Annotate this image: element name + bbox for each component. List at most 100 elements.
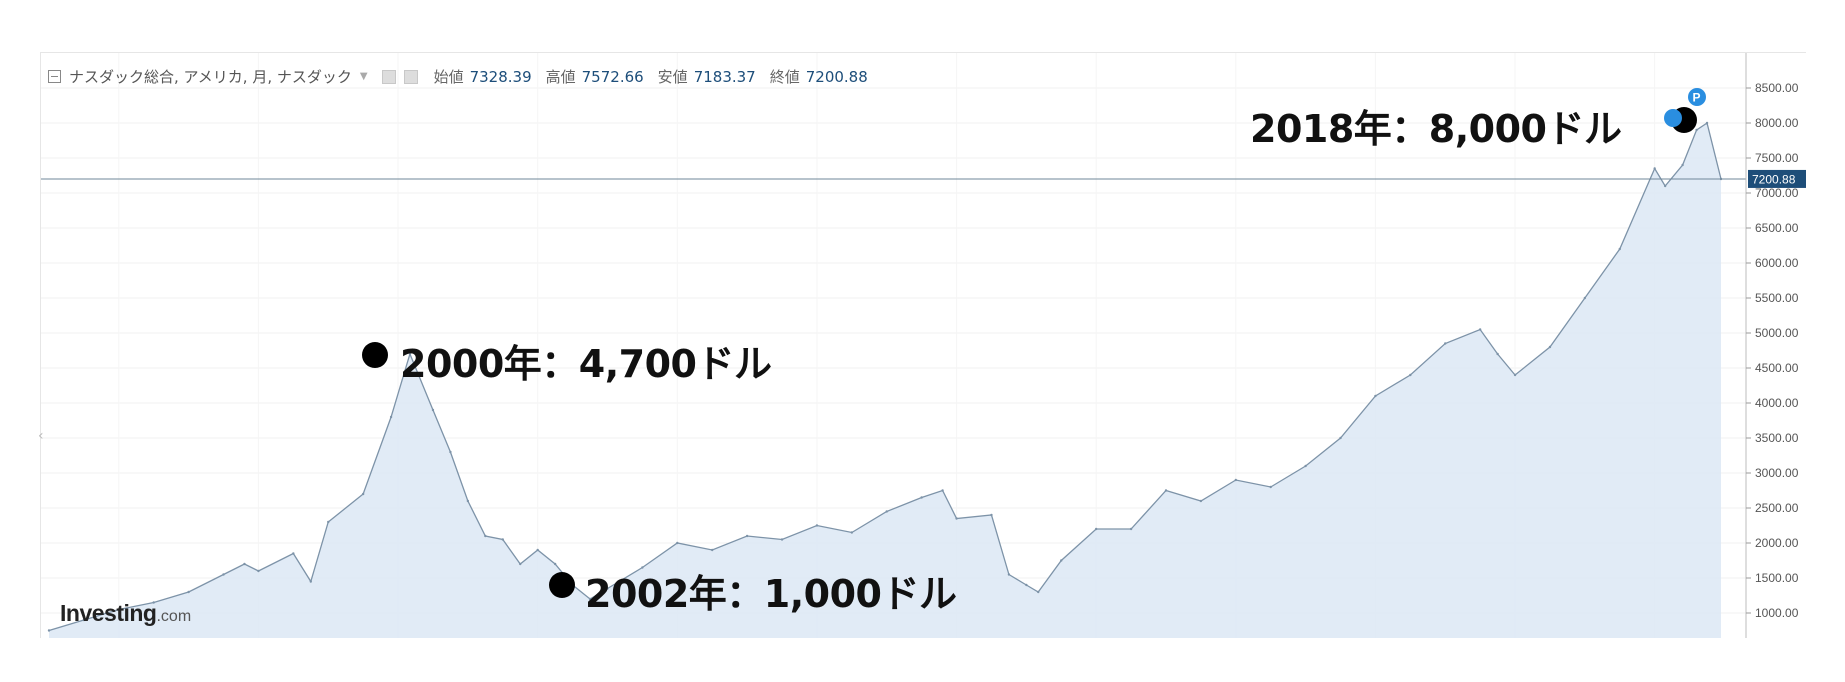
y-tick-label: 4500.00 (1755, 361, 1799, 375)
data-point (309, 580, 312, 583)
collapse-handle-icon[interactable]: ‹ (38, 428, 44, 444)
data-point (47, 629, 51, 632)
data-point (466, 499, 470, 503)
open-value: 7328.39 (469, 67, 532, 86)
p-badge-letter: P (1693, 91, 1701, 105)
data-point (850, 531, 854, 534)
visibility-icon[interactable] (381, 69, 396, 84)
data-point (1060, 559, 1063, 562)
y-tick-label: 2000.00 (1755, 536, 1799, 550)
data-point (1478, 328, 1482, 331)
data-point (1339, 436, 1342, 440)
data-point (117, 608, 121, 611)
y-tick-label: 1500.00 (1755, 571, 1799, 585)
logo-suffix: .com (156, 608, 192, 625)
y-tick-label: 2500.00 (1755, 501, 1799, 515)
data-point (955, 517, 958, 520)
data-point (1583, 296, 1587, 300)
data-point (1304, 464, 1307, 468)
data-point (501, 538, 504, 541)
investing-logo: Investing.com (60, 600, 191, 627)
data-point (519, 562, 522, 566)
data-point (641, 566, 644, 569)
data-point (553, 562, 557, 566)
y-tick-label: 3500.00 (1755, 431, 1799, 445)
data-point (711, 548, 714, 552)
data-point (449, 450, 452, 454)
data-point (389, 415, 393, 419)
data-point (222, 573, 225, 576)
data-point (1496, 352, 1499, 356)
data-point (1548, 345, 1552, 349)
y-tick-label: 1000.00 (1755, 606, 1799, 620)
p-badge-icon (1688, 88, 1706, 106)
marker-2002 (549, 572, 575, 598)
data-point (676, 541, 679, 545)
y-tick-label: 3000.00 (1755, 466, 1799, 480)
data-point (1653, 167, 1656, 170)
data-point (327, 520, 330, 524)
y-tick-label: 5500.00 (1755, 291, 1799, 305)
data-point (152, 601, 155, 604)
data-point (1681, 163, 1684, 167)
data-point (431, 408, 435, 412)
data-point (536, 548, 539, 552)
data-point (990, 513, 993, 517)
data-point (745, 534, 749, 538)
y-tick-label: 4000.00 (1755, 396, 1799, 410)
data-point (588, 597, 592, 601)
data-point (1025, 583, 1028, 587)
open-label: 始値 (433, 68, 464, 86)
data-point (1037, 590, 1040, 594)
chart-legend: ナスダック総合, アメリカ, 月, ナスダック ▼ 始値 7328.39 高値 75… (48, 66, 868, 87)
chart-frame: 1000.00 1500.00 2000.00 2500.00 3000.00 3500.… (40, 52, 1806, 638)
data-point (1234, 478, 1238, 482)
price-chart: 1000.00 1500.00 2000.00 2500.00 3000.00 3500.… (41, 53, 1806, 638)
close-value: 7200.88 (805, 67, 868, 86)
series-line (48, 121, 1722, 632)
logo-main: Investing (60, 600, 157, 626)
high-label: 高値 (545, 68, 576, 86)
data-point (1444, 342, 1447, 345)
current-price-tag (1748, 169, 1806, 188)
y-tick-label: 7500.00 (1755, 151, 1799, 165)
y-tick-label: 8500.00 (1755, 81, 1799, 95)
data-point (920, 496, 923, 499)
data-point (1695, 128, 1698, 132)
data-point (815, 524, 819, 527)
data-point (1618, 247, 1621, 251)
data-point (941, 489, 944, 492)
settings-icon[interactable] (403, 69, 418, 84)
data-point (1007, 573, 1011, 576)
y-tick-label: 6500.00 (1755, 221, 1799, 235)
data-point (1199, 499, 1203, 503)
data-point (1164, 489, 1168, 492)
data-point (408, 352, 412, 356)
e-badge-icon (1664, 109, 1682, 127)
data-point (1663, 184, 1667, 188)
data-point (1094, 527, 1098, 531)
low-value: 7183.37 (693, 67, 756, 86)
marker-2000 (362, 342, 388, 368)
data-point (780, 538, 784, 541)
low-label: 安値 (657, 68, 688, 86)
high-value: 7572.66 (581, 67, 644, 86)
data-point (1269, 485, 1272, 489)
annotation-2018: 2018年：8,000ドル (1250, 107, 1622, 151)
data-point (243, 562, 246, 566)
instrument-title[interactable]: ナスダック総合, アメリカ, 月, ナスダック (69, 68, 352, 86)
collapse-icon[interactable] (48, 70, 61, 83)
y-tick-label: 5000.00 (1755, 326, 1799, 340)
y-tick-label: 8000.00 (1755, 116, 1799, 130)
data-point (1705, 121, 1709, 125)
data-point (292, 552, 295, 555)
data-point (1409, 373, 1412, 377)
annotation-2000: 2000年：4,700ドル (400, 342, 772, 386)
y-tick-label: 7000.00 (1755, 186, 1799, 200)
data-point (187, 590, 190, 594)
chevron-down-icon[interactable]: ▼ (359, 71, 368, 82)
data-point (885, 510, 888, 513)
data-point (1513, 373, 1517, 377)
annotation-2002: 2002年：1,000ドル (585, 572, 957, 616)
data-point (606, 587, 609, 590)
